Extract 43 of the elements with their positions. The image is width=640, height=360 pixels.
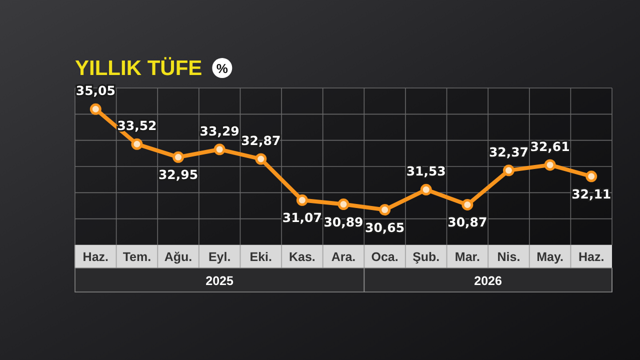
point — [502, 164, 514, 176]
x-tick-label: Oca. — [371, 250, 398, 264]
data-label: 33,52 — [117, 118, 157, 134]
x-tick-label: Eyl. — [208, 250, 231, 264]
data-label: 32,87 — [241, 133, 281, 148]
x-tick-label: May. — [536, 250, 564, 264]
data-label: 30,65 — [365, 220, 405, 235]
data-label: 30,89 — [324, 214, 364, 230]
point — [214, 144, 226, 156]
point — [172, 151, 184, 163]
x-tick-label: Ağu. — [164, 250, 192, 264]
x-tick-label: Ara. — [331, 250, 356, 264]
chart-subtitle: % — [216, 61, 228, 76]
x-tick-label: Haz. — [578, 250, 604, 264]
data-label: 30,87 — [448, 214, 488, 230]
point — [544, 159, 556, 171]
point — [420, 184, 432, 196]
x-tick-label: Şub. — [412, 250, 440, 264]
point — [90, 103, 102, 115]
chart-title: YILLIK TÜFE — [75, 57, 202, 80]
point — [379, 204, 391, 216]
x-tick-label: Haz. — [82, 250, 109, 264]
point — [462, 198, 474, 210]
text: 2026 — [474, 274, 502, 288]
point — [255, 153, 267, 165]
point — [131, 138, 143, 150]
data-label: 32,95 — [158, 167, 198, 182]
point — [586, 170, 598, 182]
point — [296, 194, 308, 206]
data-label: 33,29 — [200, 123, 240, 138]
data-label: 32,11 — [572, 186, 612, 202]
data-label: 31,53 — [406, 164, 446, 179]
data-label: 35,05 — [76, 83, 116, 98]
x-tick-label: Kas. — [288, 250, 316, 264]
text: 2025 — [206, 274, 234, 288]
x-tick-label: Mar. — [454, 250, 480, 264]
data-label: 32,37 — [488, 144, 529, 160]
point — [338, 198, 350, 210]
x-tick-label: Eki. — [250, 250, 272, 264]
data-label: 31,07 — [282, 210, 322, 226]
x-tick-label: Tem. — [122, 250, 152, 264]
data-label: 32,61 — [530, 138, 570, 154]
x-tick-label: Nis. — [497, 250, 520, 264]
